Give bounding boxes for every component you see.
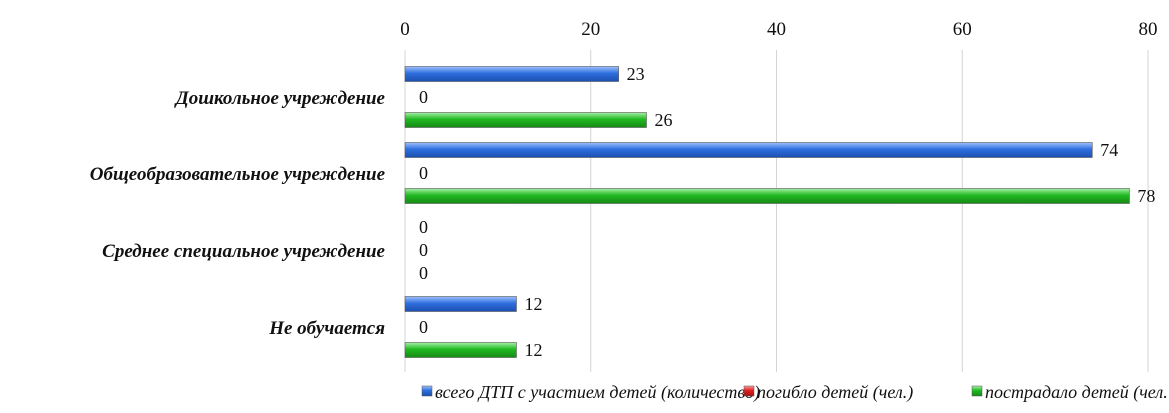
legend-swatch [743,385,755,397]
data-label: 0 [419,263,428,283]
category-label: Общеобразовательное учреждение [90,164,386,185]
legend-label: пострадало детей (чел. ) [985,382,1169,403]
data-label: 26 [654,110,672,130]
x-axis-ticks: 0 20 40 60 80 [400,19,1157,40]
data-label: 74 [1100,140,1118,160]
category-label: Дошкольное учреждение [174,88,386,109]
bars [404,66,1130,358]
x-tick-label: 80 [1139,19,1158,40]
bar [404,296,517,312]
category-labels: Дошкольное учреждение Общеобразовательное… [90,88,386,339]
data-label: 78 [1137,186,1155,206]
gridlines [404,50,1149,372]
legend-label: погибло детей (чел.) [757,382,913,403]
data-label: 12 [524,294,542,314]
legend-swatch [971,385,983,397]
bar [404,188,1130,204]
category-label: Не обучается [268,318,385,339]
data-labels: 23 74 0 12 0 0 0 0 26 78 0 12 [419,64,1155,360]
data-label: 0 [419,217,428,237]
data-label: 0 [419,87,428,107]
x-tick-label: 60 [953,19,972,40]
bar [404,112,647,128]
x-tick-label: 0 [400,19,410,40]
category-label: Среднее специальное учреждение [102,241,385,262]
legend: всего ДТП с участием детей (количество)п… [421,382,1169,403]
data-label: 12 [524,340,542,360]
bar [404,342,517,358]
data-label: 0 [419,317,428,337]
data-label: 0 [419,163,428,183]
bar [404,66,619,82]
x-tick-label: 20 [581,19,600,40]
legend-swatch [421,385,433,397]
x-tick-label: 40 [767,19,786,40]
legend-label: всего ДТП с участием детей (количество) [435,382,760,403]
data-label: 23 [627,64,645,84]
bar [404,142,1093,158]
data-label: 0 [419,240,428,260]
